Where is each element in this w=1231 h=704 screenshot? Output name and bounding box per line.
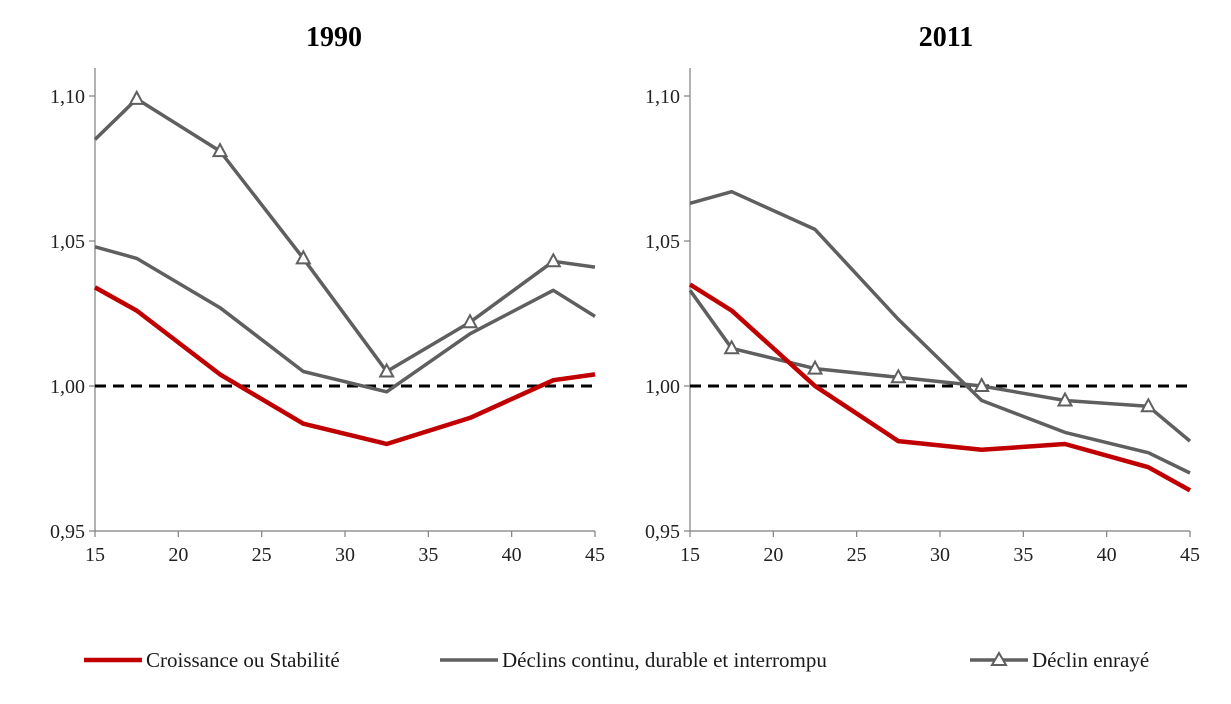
chart-title: 1990: [306, 22, 362, 53]
chart-panel-1990: 1990 0,95 1,00 1,05 1,10 15 20 25 30 35 40 45: [50, 22, 605, 566]
legend-label: Déclin enrayé: [1032, 647, 1150, 672]
x-tick-label: 15: [680, 544, 700, 566]
x-tick-label: 15: [85, 544, 105, 566]
chart-area: 1990 0,95 1,00 1,05 1,10 15 20 25 30 35 40 45 2011 0,…: [50, 22, 1200, 566]
x-tick-label: 30: [930, 544, 950, 566]
y-tick-label: 1,00: [50, 376, 85, 398]
series-line-2: [94, 245, 596, 394]
triangle-marker: [461, 313, 479, 329]
y-tick-label: 1,10: [50, 86, 85, 108]
x-tick-label: 30: [335, 544, 355, 566]
y-tick-label: 0,95: [50, 521, 85, 543]
legend-swatch-red-line: [84, 657, 142, 663]
chart-panel-2011: 2011 0,95 1,00 1,05 1,10 15 20 25 30 35 40 45: [645, 22, 1200, 566]
x-tick-label: 25: [847, 544, 867, 566]
series-line-1: [93, 285, 596, 447]
series-line-3: [688, 289, 1192, 443]
triangle-marker: [973, 376, 990, 392]
legend-swatch-gray-line: [440, 658, 498, 662]
y-tick-label: 1,05: [645, 231, 680, 253]
legend-item-declin-enraye: Déclin enrayé: [970, 640, 1149, 680]
x-tick-label: 40: [502, 544, 522, 566]
series-line-3: [93, 97, 596, 374]
triangle-marker: [128, 89, 145, 105]
triangle-marker: [723, 339, 740, 355]
series-line-2: [689, 189, 1191, 475]
x-tick-label: 25: [252, 544, 272, 566]
series-line-1: [688, 282, 1192, 493]
x-tick-label: 20: [763, 544, 783, 566]
x-tick-label: 35: [1013, 544, 1033, 566]
legend-item-declins: Déclins continu, durable et interrompu: [440, 640, 827, 680]
triangle-marker: [211, 142, 229, 158]
y-tick-label: 1,10: [645, 86, 680, 108]
legend-item-croissance: Croissance ou Stabilité: [84, 640, 340, 680]
triangle-marker: [1140, 397, 1157, 413]
y-tick-label: 1,05: [50, 231, 85, 253]
legend-swatch-triangle-line: [970, 651, 1028, 666]
x-tick-label: 40: [1097, 544, 1117, 566]
chart-title: 2011: [919, 22, 973, 53]
legend: Croissance ou Stabilité Déclins continu,…: [0, 640, 1231, 680]
x-tick-label: 35: [418, 544, 438, 566]
y-tick-label: 1,00: [645, 376, 680, 398]
triangle-marker: [890, 368, 907, 384]
triangle-marker: [545, 252, 562, 268]
triangle-marker: [806, 359, 824, 375]
x-tick-label: 45: [585, 544, 605, 566]
legend-label: Croissance ou Stabilité: [146, 647, 340, 672]
x-tick-label: 45: [1180, 544, 1200, 566]
triangle-marker: [295, 249, 312, 265]
x-tick-label: 20: [168, 544, 188, 566]
legend-label: Déclins continu, durable et interrompu: [502, 647, 827, 672]
y-tick-label: 0,95: [645, 521, 680, 543]
triangle-marker: [378, 362, 395, 378]
triangle-marker: [1056, 391, 1074, 407]
